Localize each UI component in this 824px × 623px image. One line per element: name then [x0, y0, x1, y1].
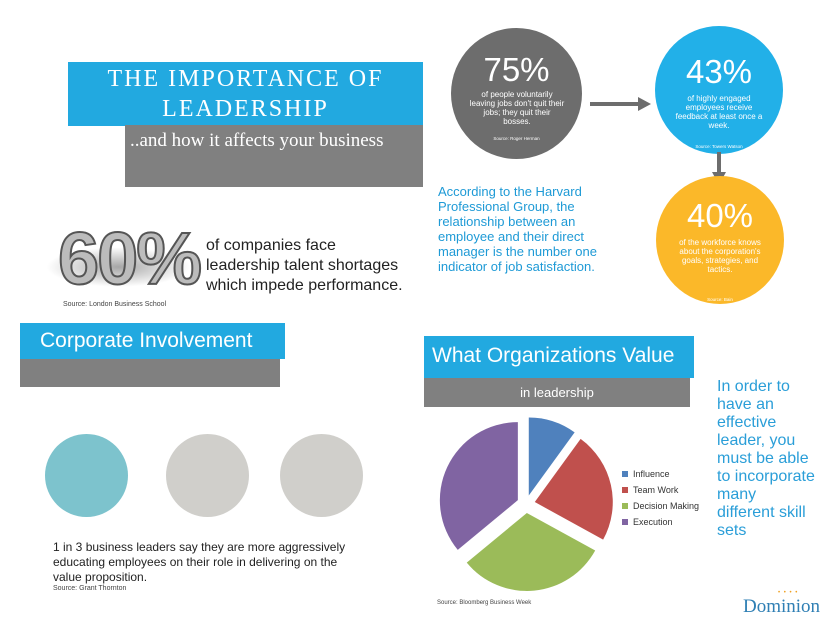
corporate-title: Corporate Involvement	[40, 329, 253, 352]
pie-slice-team-work	[534, 438, 613, 540]
gray-circle-1	[166, 434, 249, 517]
pie-slice-decision-making	[466, 512, 596, 591]
stat-60-value: 60%	[57, 217, 203, 300]
stat-40-value: 40%	[686, 197, 754, 234]
legend-swatch	[622, 471, 628, 477]
pie-slice-execution	[439, 422, 518, 550]
stat-75-value: 75%	[483, 51, 550, 88]
stat-75-text: of people voluntarily leaving jobs don't…	[469, 90, 565, 126]
legend-item: Execution	[622, 514, 699, 530]
stat-40-source: Source: Bain	[707, 297, 733, 302]
logo-dots-icon: • • • •	[778, 590, 799, 596]
organizations-banner	[424, 336, 694, 378]
legend-label: Team Work	[633, 485, 679, 495]
skills-side-text: In order to have an effective leader, yo…	[717, 378, 815, 539]
stat-43-source: Source: Towers Watson	[695, 144, 743, 149]
corporate-gray-bar	[20, 359, 280, 387]
corporate-source: Source: Grant Thornton	[53, 585, 127, 592]
stat-43-value: 43%	[685, 53, 753, 90]
stat-60-source: Source: London Business School	[63, 301, 167, 308]
legend-item: Influence	[622, 466, 699, 482]
arrow-right-icon	[590, 97, 651, 111]
stat-60-text: of companies face leadership talent shor…	[206, 237, 403, 294]
chart-legend: Influence Team Work Decision Making Executi…	[622, 466, 699, 530]
organizations-gray-bar	[424, 378, 690, 407]
subtitle-banner	[125, 125, 423, 187]
harvard-text: According to the Harvard Professional Gr…	[438, 184, 597, 274]
stat-43-circle: 43% of highly engaged employees receive …	[655, 26, 783, 154]
pie-slice-influence	[528, 417, 575, 496]
corporate-banner	[20, 323, 285, 359]
legend-label: Influence	[633, 469, 670, 479]
page-subtitle: ..and how it affects your business	[130, 130, 384, 151]
pie-chart	[439, 417, 613, 591]
organizations-title: What Organizations Value	[432, 344, 675, 367]
legend-swatch	[622, 519, 628, 525]
page-title: THE IMPORTANCE OF LEADERSHIP	[107, 66, 384, 122]
teal-circle	[45, 434, 128, 517]
legend-swatch	[622, 487, 628, 493]
legend-label: Decision Making	[633, 501, 700, 511]
corporate-text: 1 in 3 business leaders say they are mor…	[53, 540, 346, 584]
title-banner	[68, 62, 423, 126]
stat-60-shadow	[46, 247, 191, 287]
gray-circle-2	[280, 434, 363, 517]
stat-75-circle: 75% of people voluntarily leaving jobs d…	[451, 28, 582, 159]
legend-label: Execution	[633, 517, 673, 527]
chart-source: Source: Bloomberg Business Week	[437, 600, 532, 606]
legend-item: Team Work	[622, 482, 699, 498]
stat-40-text: of the workforce knows about the corpora…	[679, 238, 761, 274]
legend-item: Decision Making	[622, 498, 699, 514]
stat-75-source: Source: Roger Herman	[493, 136, 540, 141]
dominion-logo: Dominion	[743, 596, 821, 617]
legend-swatch	[622, 503, 628, 509]
stat-40-circle: 40% of the workforce knows about the cor…	[656, 176, 784, 304]
stat-43-text: of highly engaged employees receive feed…	[675, 94, 763, 130]
organizations-subtitle: in leadership	[520, 385, 594, 400]
